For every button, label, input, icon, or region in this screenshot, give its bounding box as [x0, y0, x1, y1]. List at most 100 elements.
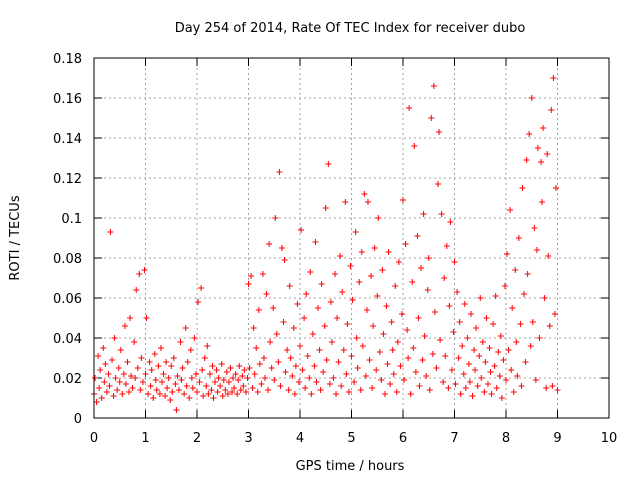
data-point [309, 331, 316, 337]
data-point [129, 385, 136, 391]
data-point [438, 211, 445, 217]
data-point [392, 283, 399, 289]
data-point [425, 255, 432, 261]
data-point [212, 379, 219, 385]
data-point [362, 373, 369, 379]
data-point [284, 347, 291, 353]
data-point [338, 383, 345, 389]
y-tick-label: 0.16 [53, 92, 82, 107]
data-point [333, 391, 340, 397]
data-point [263, 291, 270, 297]
data-point [521, 291, 528, 297]
data-point [445, 385, 452, 391]
data-point [371, 245, 378, 251]
data-point [334, 315, 341, 321]
x-tick-label: 3 [244, 431, 252, 446]
data-point [402, 241, 409, 247]
data-point [241, 367, 248, 373]
data-point [482, 359, 489, 365]
data-point [249, 385, 256, 391]
data-point [106, 383, 113, 389]
data-point [191, 335, 198, 341]
data-point [366, 357, 373, 363]
data-point [115, 365, 122, 371]
data-point [533, 247, 540, 253]
data-point [321, 323, 328, 329]
data-point [217, 383, 224, 389]
data-point [474, 383, 481, 389]
data-point [487, 369, 494, 375]
data-point [230, 375, 237, 381]
data-point [503, 377, 509, 383]
data-point [234, 391, 241, 397]
data-point [400, 197, 406, 203]
data-point [164, 385, 171, 391]
data-point [451, 259, 458, 265]
data-point [196, 379, 203, 385]
data-point [383, 303, 390, 309]
data-point [248, 273, 255, 279]
data-point [340, 347, 347, 353]
data-point [170, 355, 177, 361]
data-point [178, 377, 185, 383]
y-tick-label: 0.1 [61, 212, 82, 227]
y-tick-label: 0.08 [53, 252, 82, 267]
data-point [223, 369, 230, 375]
data-point [541, 295, 548, 301]
data-point [268, 365, 275, 371]
data-point [136, 271, 143, 277]
data-point [260, 355, 267, 361]
data-point [173, 407, 180, 413]
data-point [379, 267, 386, 273]
data-point [107, 229, 114, 235]
x-tick-label: 5 [347, 431, 355, 446]
data-point [462, 385, 469, 391]
data-point [472, 367, 479, 373]
data-point [517, 321, 524, 327]
data-point [528, 95, 535, 101]
data-point [182, 325, 189, 331]
data-point [93, 399, 100, 405]
data-point [143, 315, 150, 321]
data-point [229, 389, 236, 395]
data-point [524, 271, 531, 277]
data-point [410, 345, 417, 351]
data-point [513, 339, 520, 345]
data-point [298, 227, 305, 233]
x-tick-label: 4 [296, 431, 304, 446]
data-point [477, 295, 484, 301]
data-point [478, 375, 485, 381]
data-point [348, 353, 355, 359]
data-point [420, 211, 427, 217]
data-point [505, 347, 512, 353]
data-point [510, 389, 517, 395]
data-point [250, 325, 257, 331]
data-point [436, 129, 443, 135]
data-point [291, 391, 298, 397]
data-point [200, 393, 207, 399]
data-point [179, 365, 186, 371]
data-point [175, 387, 182, 393]
data-point [327, 299, 334, 305]
data-point [245, 281, 252, 287]
data-point [289, 373, 296, 379]
data-point [476, 353, 483, 359]
x-tick-label: 0 [90, 431, 98, 446]
data-point [203, 383, 210, 389]
data-point [285, 387, 292, 393]
grid-lines [94, 58, 609, 418]
data-point [424, 287, 431, 293]
data-point [320, 369, 327, 375]
data-point [332, 271, 339, 277]
data-point [256, 361, 263, 367]
data-point [271, 377, 278, 383]
data-point [295, 379, 302, 385]
y-tick-label: 0.12 [53, 172, 82, 187]
plot-frame [93, 57, 610, 419]
data-point [532, 377, 539, 383]
data-point [337, 253, 344, 259]
data-point [286, 283, 293, 289]
data-point [315, 305, 322, 311]
data-point [488, 391, 495, 397]
data-point [384, 361, 391, 367]
